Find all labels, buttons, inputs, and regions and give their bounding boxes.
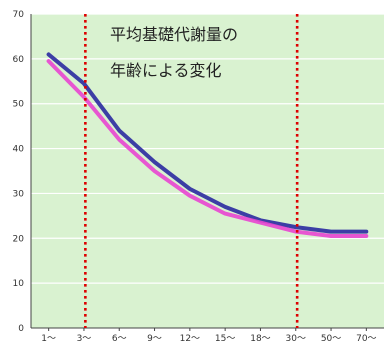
x-tick-label-3: 9〜 [147, 334, 162, 344]
y-tick-label-40: 40 [13, 145, 25, 155]
x-tick-label-2: 6〜 [112, 334, 127, 344]
x-tick-label-6: 18〜 [250, 334, 270, 344]
x-tick-label-1: 3〜 [77, 334, 92, 344]
series-line-1 [46, 52, 369, 234]
y-tick-label-50: 50 [13, 100, 25, 110]
y-tick-label-20: 20 [13, 234, 25, 244]
series-layer [46, 52, 369, 238]
x-tick-label-8: 50〜 [321, 334, 341, 344]
y-tick-label-70: 70 [13, 10, 25, 20]
y-tick-label-0: 0 [18, 324, 24, 334]
axis-layer [30, 14, 384, 331]
y-tick-label-10: 10 [13, 279, 25, 289]
chart-title-line-2: 年齢による変化 [110, 61, 222, 80]
series-line-2 [46, 59, 369, 238]
tick-labels: 0 10 20 30 40 50 60 70 1〜 3〜 6〜 9〜 12〜 15〜 18〜 30〜 50〜 70… [13, 10, 377, 344]
x-tick-label-0: 1〜 [41, 334, 56, 344]
x-tick-label-7: 30〜 [286, 334, 306, 344]
y-tick-label-30: 30 [13, 189, 25, 199]
x-tick-label-4: 12〜 [180, 334, 200, 344]
plot-background [31, 14, 384, 328]
grid-layer [31, 13, 384, 284]
y-tick-label-60: 60 [13, 55, 25, 65]
x-tick-label-5: 15〜 [215, 334, 235, 344]
chart-title-line-1: 平均基礎代謝量の [110, 25, 238, 44]
x-tick-label-9: 70〜 [356, 334, 376, 344]
reference-lines [84, 14, 299, 328]
